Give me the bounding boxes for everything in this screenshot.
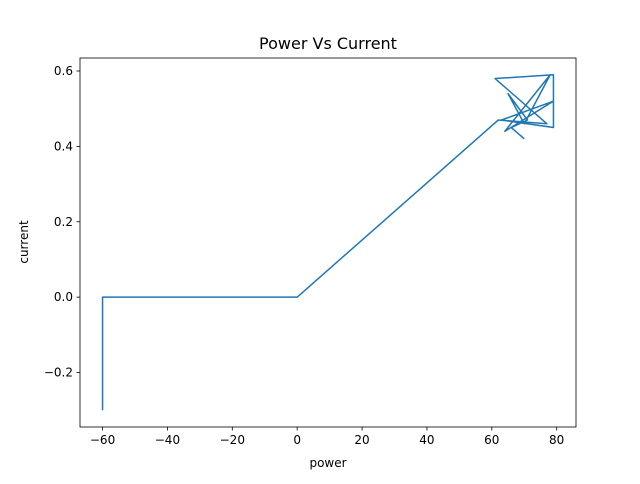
y-tick-label: 0.2 <box>54 215 73 229</box>
series-layer <box>101 74 555 411</box>
x-tick-label: 60 <box>484 433 499 447</box>
x-axis-label: power <box>309 456 346 470</box>
x-tick-label: −60 <box>90 433 115 447</box>
x-tick-label: −40 <box>155 433 180 447</box>
x-tick-label: −20 <box>220 433 245 447</box>
y-axis-label: current <box>17 220 31 264</box>
plot-frame <box>79 57 577 428</box>
x-axis-ticks: −60 −40 −20 0 20 40 60 80 <box>90 427 564 447</box>
x-tick-label: 80 <box>549 433 564 447</box>
y-tick-label: −0.2 <box>44 366 73 380</box>
x-tick-label: 40 <box>419 433 434 447</box>
y-tick-label: 0.4 <box>54 139 73 153</box>
y-tick-label: 0.0 <box>54 290 73 304</box>
series-line-0 <box>101 74 555 411</box>
x-tick-label: 0 <box>293 433 301 447</box>
x-tick-label: 20 <box>354 433 369 447</box>
chart-title: Power Vs Current <box>259 34 397 53</box>
y-axis-ticks: −0.2 0.0 0.2 0.4 0.6 <box>44 64 80 380</box>
y-tick-label: 0.6 <box>54 64 73 78</box>
